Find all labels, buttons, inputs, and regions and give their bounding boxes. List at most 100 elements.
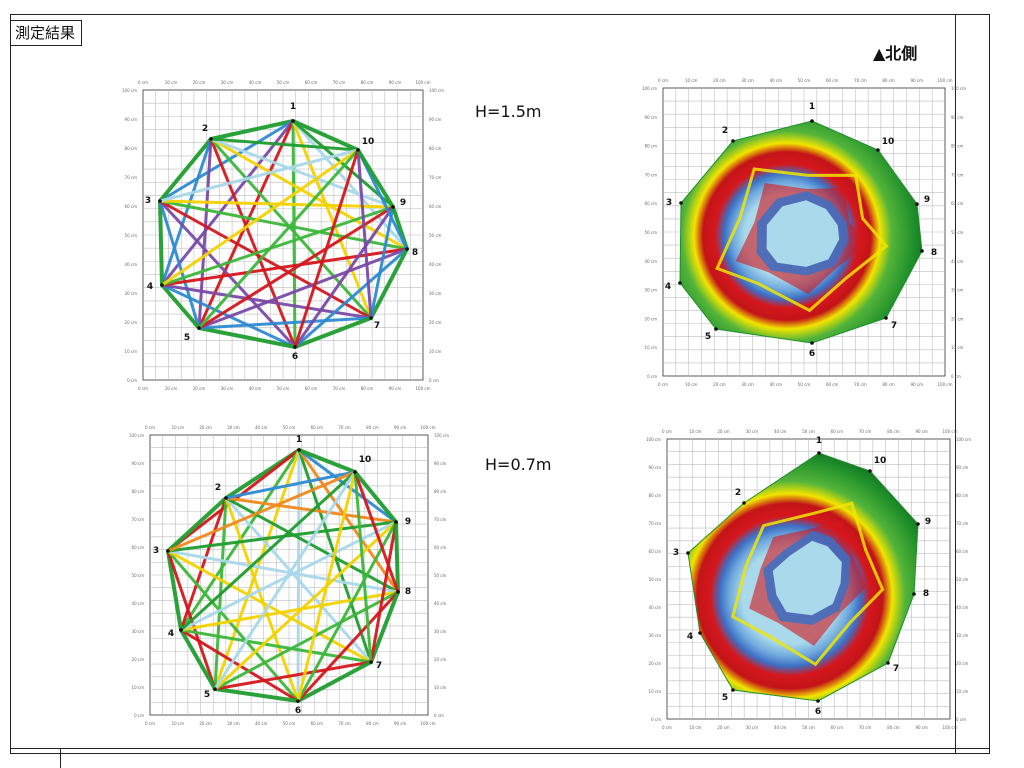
sensor-number-label: 8 <box>405 587 411 597</box>
x-tick-label-top: 0 cm <box>658 78 668 83</box>
y-tick-label-right: 90 cm <box>956 465 969 470</box>
y-tick-label-right: 0 cm <box>951 374 961 379</box>
ray-line <box>197 148 360 330</box>
y-tick-label-right: 100 cm <box>434 433 449 438</box>
x-tick-label-top: 0 cm <box>662 429 672 434</box>
sensor-point <box>678 281 682 285</box>
sensor-point <box>394 520 398 524</box>
sensor-point <box>369 660 373 664</box>
y-tick-label-left: 80 cm <box>649 493 662 498</box>
x-tick-label-bottom: 30 cm <box>741 382 754 387</box>
sensor-point <box>296 699 300 703</box>
ray-line <box>160 283 201 330</box>
sensor-point <box>213 687 217 691</box>
y-tick-label-right: 50 cm <box>429 233 442 238</box>
y-tick-label-left: 20 cm <box>125 320 138 325</box>
y-tick-label-right: 0 cm <box>956 717 966 722</box>
sensor-number-label: 9 <box>400 198 406 208</box>
sensor-number-label: 7 <box>376 661 382 671</box>
y-tick-label-left: 20 cm <box>645 316 658 321</box>
x-tick-label-bottom: 90 cm <box>394 721 407 726</box>
sensor-number-label: 5 <box>705 332 711 342</box>
ray-line <box>356 148 395 209</box>
sensor-number-label: 7 <box>893 664 899 674</box>
y-tick-label-left: 50 cm <box>125 233 138 238</box>
y-tick-label-left: 10 cm <box>132 685 145 690</box>
ray-line <box>369 590 400 664</box>
y-tick-label-right: 20 cm <box>434 657 447 662</box>
x-tick-label-top: 10 cm <box>165 80 178 85</box>
x-tick-label-top: 50 cm <box>798 78 811 83</box>
y-tick-label-left: 100 cm <box>129 433 144 438</box>
ray-line <box>394 520 400 594</box>
x-tick-label-bottom: 90 cm <box>389 386 402 391</box>
y-tick-label-right: 70 cm <box>956 521 969 526</box>
sensor-point <box>868 469 872 473</box>
x-tick-label-top: 70 cm <box>333 80 346 85</box>
sensor-point <box>353 470 357 474</box>
y-tick-label-right: 10 cm <box>434 685 447 690</box>
y-tick-label-left: 90 cm <box>645 115 658 120</box>
y-tick-label-right: 80 cm <box>429 146 442 151</box>
x-tick-label-top: 100 cm <box>420 425 435 430</box>
x-tick-label-top: 10 cm <box>685 78 698 83</box>
ray-line <box>160 148 360 287</box>
ray-line <box>209 137 297 349</box>
x-tick-label-bottom: 80 cm <box>882 382 895 387</box>
y-tick-label-left: 40 cm <box>125 262 138 267</box>
x-tick-label-bottom: 0 cm <box>145 721 155 726</box>
sensor-number-label: 3 <box>666 198 672 208</box>
cavity-zone <box>766 200 840 267</box>
x-tick-label-bottom: 20 cm <box>717 725 730 730</box>
x-tick-label-top: 0 cm <box>145 425 155 430</box>
ray-line <box>213 470 357 691</box>
x-tick-label-top: 70 cm <box>859 429 872 434</box>
sensor-point <box>731 139 735 143</box>
sensor-number-label: 2 <box>722 126 728 136</box>
ray-line <box>197 137 213 330</box>
sensor-point <box>810 341 814 345</box>
ray-line <box>353 470 373 664</box>
y-tick-label-right: 30 cm <box>951 288 964 293</box>
sensor-number-label: 1 <box>816 436 822 446</box>
ray-line <box>179 628 217 691</box>
sensor-point <box>876 148 880 152</box>
bottom-strip-divider <box>60 749 61 768</box>
y-tick-label-right: 10 cm <box>956 689 969 694</box>
sensor-point <box>810 119 814 123</box>
y-tick-label-left: 70 cm <box>125 175 138 180</box>
y-tick-label-right: 60 cm <box>956 549 969 554</box>
y-tick-label-left: 40 cm <box>132 601 145 606</box>
y-tick-label-right: 100 cm <box>951 86 966 91</box>
x-tick-label-bottom: 80 cm <box>366 721 379 726</box>
x-tick-label-top: 30 cm <box>741 78 754 83</box>
y-tick-label-right: 30 cm <box>434 629 447 634</box>
sensor-number-label: 10 <box>359 455 372 465</box>
y-tick-label-left: 70 cm <box>649 521 662 526</box>
ray-line <box>197 247 409 330</box>
x-tick-label-bottom: 70 cm <box>333 386 346 391</box>
y-tick-label-right: 20 cm <box>956 661 969 666</box>
y-tick-label-right: 40 cm <box>429 262 442 267</box>
x-tick-label-bottom: 10 cm <box>689 725 702 730</box>
x-tick-label-top: 80 cm <box>366 425 379 430</box>
y-tick-label-left: 30 cm <box>125 291 138 296</box>
ray-line <box>356 148 373 320</box>
x-tick-label-bottom: 0 cm <box>658 382 668 387</box>
sensor-number-label: 8 <box>412 248 418 258</box>
y-tick-label-right: 50 cm <box>951 230 964 235</box>
x-tick-label-top: 100 cm <box>415 80 430 85</box>
x-tick-label-bottom: 10 cm <box>685 382 698 387</box>
ray-line <box>293 148 360 349</box>
level-label-lower: H=0.7m <box>485 455 552 474</box>
y-tick-label-left: 100 cm <box>646 437 661 442</box>
y-tick-label-left: 60 cm <box>645 201 658 206</box>
sensor-point <box>297 448 301 452</box>
y-tick-label-right: 20 cm <box>429 320 442 325</box>
sensor-point <box>816 699 820 703</box>
x-tick-label-top: 20 cm <box>717 429 730 434</box>
sensor-point <box>224 496 228 500</box>
x-tick-label-top: 70 cm <box>338 425 351 430</box>
x-tick-label-top: 60 cm <box>305 80 318 85</box>
